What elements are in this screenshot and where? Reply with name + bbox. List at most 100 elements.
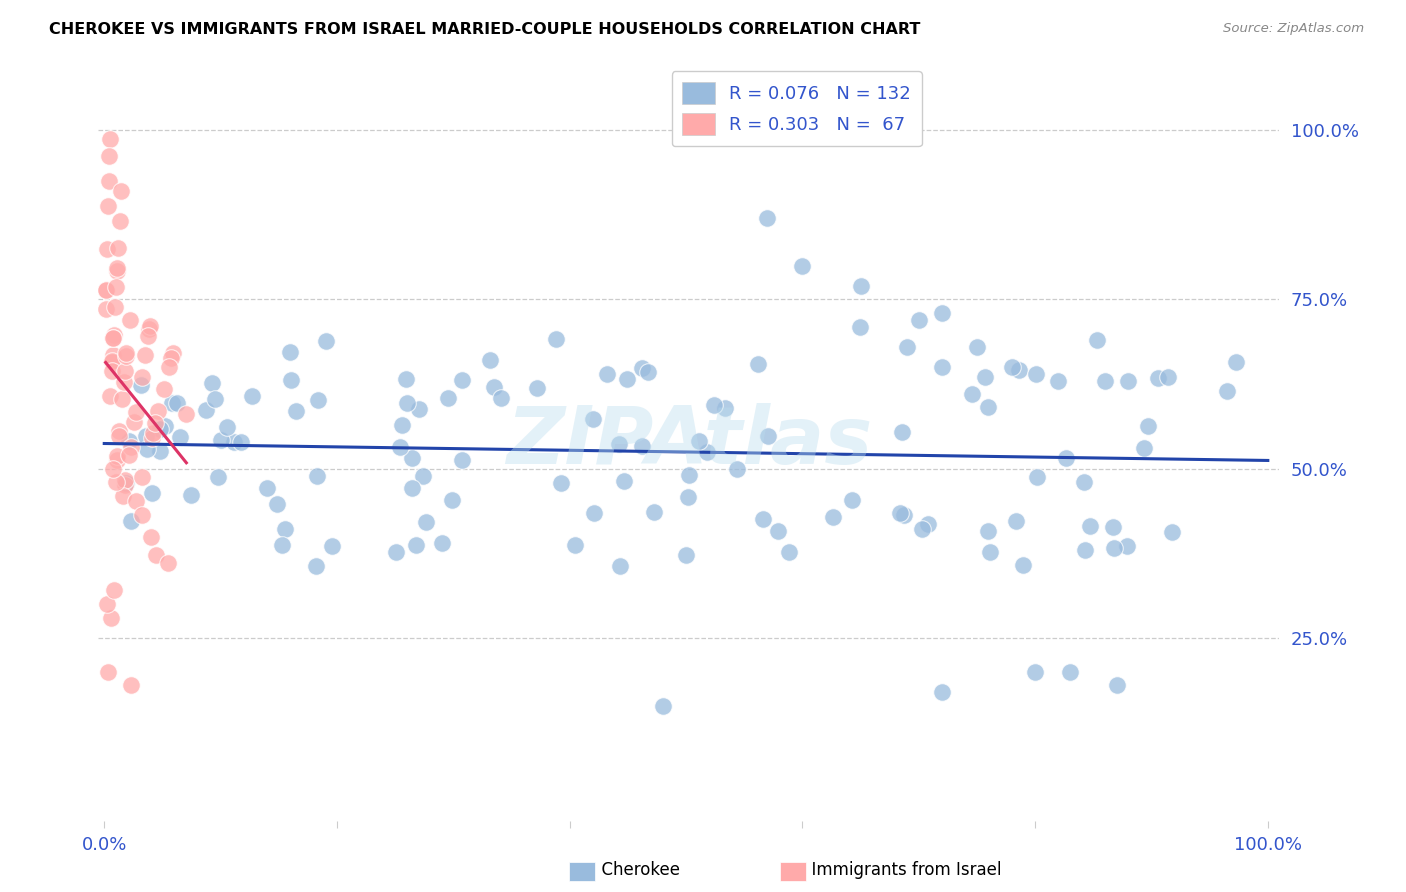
Point	[401, 481, 423, 495]
Point	[1073, 475, 1095, 489]
Point	[96, 242, 118, 256]
Point	[136, 442, 159, 457]
Point	[145, 548, 167, 562]
Point	[385, 544, 408, 558]
Point	[105, 475, 128, 490]
Point	[437, 391, 460, 405]
Point	[1054, 451, 1077, 466]
Point	[931, 360, 953, 375]
Point	[1161, 525, 1184, 540]
Point	[111, 489, 134, 503]
Text: Cherokee: Cherokee	[591, 861, 679, 879]
Point	[613, 475, 636, 489]
Point	[114, 477, 136, 491]
Point	[911, 522, 934, 536]
Text: CHEROKEE VS IMMIGRANTS FROM ISRAEL MARRIED-COUPLE HOUSEHOLDS CORRELATION CHART: CHEROKEE VS IMMIGRANTS FROM ISRAEL MARRI…	[49, 22, 921, 37]
Point	[1025, 367, 1047, 381]
Legend: R = 0.076   N = 132, R = 0.303   N =  67: R = 0.076 N = 132, R = 0.303 N = 67	[672, 71, 922, 146]
Point	[482, 379, 505, 393]
Point	[166, 396, 188, 410]
Point	[108, 429, 131, 443]
Point	[976, 524, 998, 539]
Point	[204, 392, 226, 407]
Point	[1105, 678, 1128, 692]
Point	[280, 373, 302, 387]
Point	[1080, 519, 1102, 533]
Point	[274, 522, 297, 536]
Point	[129, 378, 152, 392]
Point	[1225, 355, 1247, 369]
Point	[180, 488, 202, 502]
Point	[1116, 374, 1139, 388]
Text: ZIPAtlas: ZIPAtlas	[506, 402, 872, 481]
Point	[931, 306, 953, 320]
Point	[415, 515, 437, 529]
Point	[97, 199, 120, 213]
Point	[266, 497, 288, 511]
Point	[394, 371, 416, 385]
Point	[1116, 539, 1139, 553]
Point	[110, 184, 132, 198]
Point	[141, 431, 163, 445]
Point	[1132, 441, 1154, 455]
Point	[609, 559, 631, 574]
Point	[176, 407, 198, 421]
Point	[637, 365, 659, 379]
Point	[139, 318, 162, 333]
Point	[160, 351, 183, 366]
Text: Source: ZipAtlas.com: Source: ZipAtlas.com	[1223, 22, 1364, 36]
Point	[105, 452, 128, 467]
Point	[1024, 665, 1046, 679]
Point	[215, 420, 238, 434]
Point	[440, 492, 463, 507]
Point	[1025, 469, 1047, 483]
Point	[976, 400, 998, 414]
Point	[430, 536, 453, 550]
Point	[115, 346, 138, 360]
Point	[607, 437, 630, 451]
Point	[305, 468, 328, 483]
Point	[823, 510, 845, 524]
Point	[101, 348, 124, 362]
Point	[94, 283, 117, 297]
Point	[713, 401, 735, 415]
Point	[725, 462, 748, 476]
Point	[1102, 541, 1125, 556]
Point	[849, 319, 872, 334]
Point	[756, 429, 779, 443]
Point	[583, 506, 606, 520]
Point	[149, 443, 172, 458]
Point	[94, 301, 117, 316]
Point	[229, 435, 252, 450]
Point	[678, 490, 700, 504]
Point	[118, 313, 141, 327]
Point	[973, 369, 995, 384]
Point	[120, 440, 142, 454]
Point	[103, 331, 125, 345]
Point	[112, 375, 135, 389]
Point	[131, 370, 153, 384]
Point	[153, 418, 176, 433]
Point	[1102, 519, 1125, 533]
Point	[564, 538, 586, 552]
Point	[596, 367, 619, 381]
Point	[1137, 418, 1160, 433]
Point	[96, 597, 118, 611]
Point	[643, 505, 665, 519]
Point	[141, 486, 163, 500]
Point	[412, 468, 434, 483]
Point	[408, 402, 430, 417]
Point	[917, 516, 939, 531]
Point	[675, 548, 697, 562]
Point	[1157, 370, 1180, 384]
Point	[1047, 374, 1070, 388]
Point	[125, 405, 148, 419]
Point	[209, 433, 232, 447]
Point	[979, 545, 1001, 559]
Point	[478, 352, 501, 367]
Point	[142, 425, 165, 440]
Point	[94, 283, 117, 297]
Point	[960, 387, 983, 401]
Point	[105, 261, 128, 276]
Point	[160, 396, 183, 410]
